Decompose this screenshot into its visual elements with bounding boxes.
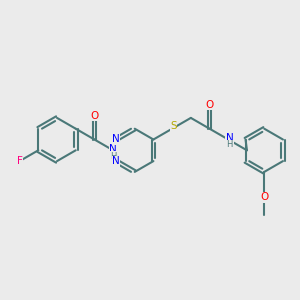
Text: N: N bbox=[109, 144, 117, 154]
Text: H: H bbox=[226, 140, 233, 149]
Text: O: O bbox=[260, 192, 269, 202]
Text: N: N bbox=[226, 133, 234, 143]
Text: N: N bbox=[112, 134, 120, 145]
Text: N: N bbox=[112, 156, 120, 166]
Text: H: H bbox=[110, 152, 116, 161]
Text: F: F bbox=[17, 156, 22, 166]
Text: O: O bbox=[90, 110, 98, 121]
Text: O: O bbox=[206, 100, 214, 110]
Text: S: S bbox=[170, 121, 177, 131]
